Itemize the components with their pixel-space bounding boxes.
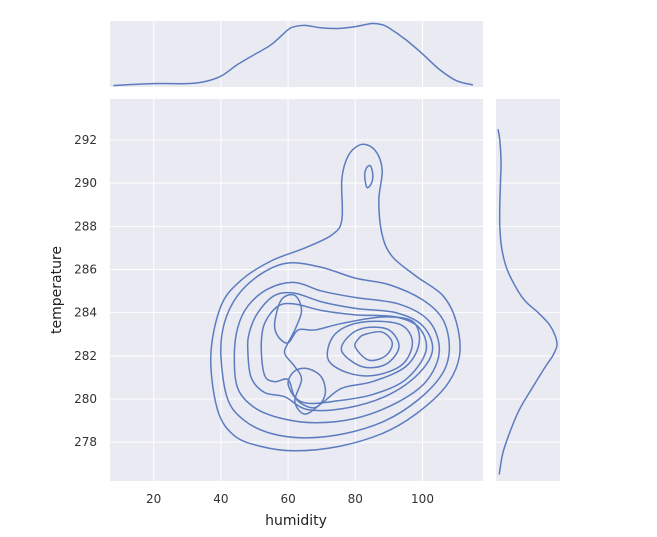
x-tick-label: 20	[146, 492, 161, 506]
y-tick-label: 282	[74, 349, 97, 363]
kde-contour-line	[233, 281, 441, 424]
joint-plot-area	[110, 99, 483, 481]
y-tick-labels: 278 280 282 284 286 288 290 292	[74, 133, 97, 449]
y-tick-label: 284	[74, 306, 97, 320]
joint-gridlines	[110, 99, 483, 481]
y-tick-label: 290	[74, 176, 97, 190]
kde-contour-line	[363, 164, 374, 189]
marginal-y-density	[497, 129, 558, 475]
x-tick-label: 100	[411, 492, 434, 506]
x-tick-labels: 20 40 60 80 100	[146, 492, 434, 506]
y-tick-label: 286	[74, 262, 97, 276]
y-axis-label: temperature	[49, 246, 65, 334]
marginal-x-density-line	[113, 22, 474, 87]
kde-contour-line	[354, 330, 394, 362]
marginal-x-density	[113, 22, 474, 87]
kde-contours	[210, 143, 461, 452]
y-tick-label: 288	[74, 219, 97, 233]
kde-contour-line	[210, 143, 461, 452]
kde-contour-line	[287, 367, 327, 409]
marginal-y-plot-area	[496, 99, 560, 481]
kde-contour-line	[340, 326, 400, 369]
x-tick-label: 80	[348, 492, 363, 506]
kde-contour-line	[246, 291, 434, 412]
x-axis-label: humidity	[265, 513, 327, 529]
y-tick-label: 280	[74, 392, 97, 406]
kde-contour-line	[260, 302, 428, 405]
kde-contour-line	[326, 320, 414, 377]
kde-contour-line	[220, 262, 451, 439]
y-tick-label: 278	[74, 435, 97, 449]
x-tick-label: 60	[280, 492, 295, 506]
x-tick-label: 40	[213, 492, 228, 506]
marginal-y-density-line	[497, 129, 558, 475]
kde-contour-line	[273, 293, 421, 415]
y-tick-label: 292	[74, 133, 97, 147]
marginal-x-plot-area	[110, 21, 483, 87]
